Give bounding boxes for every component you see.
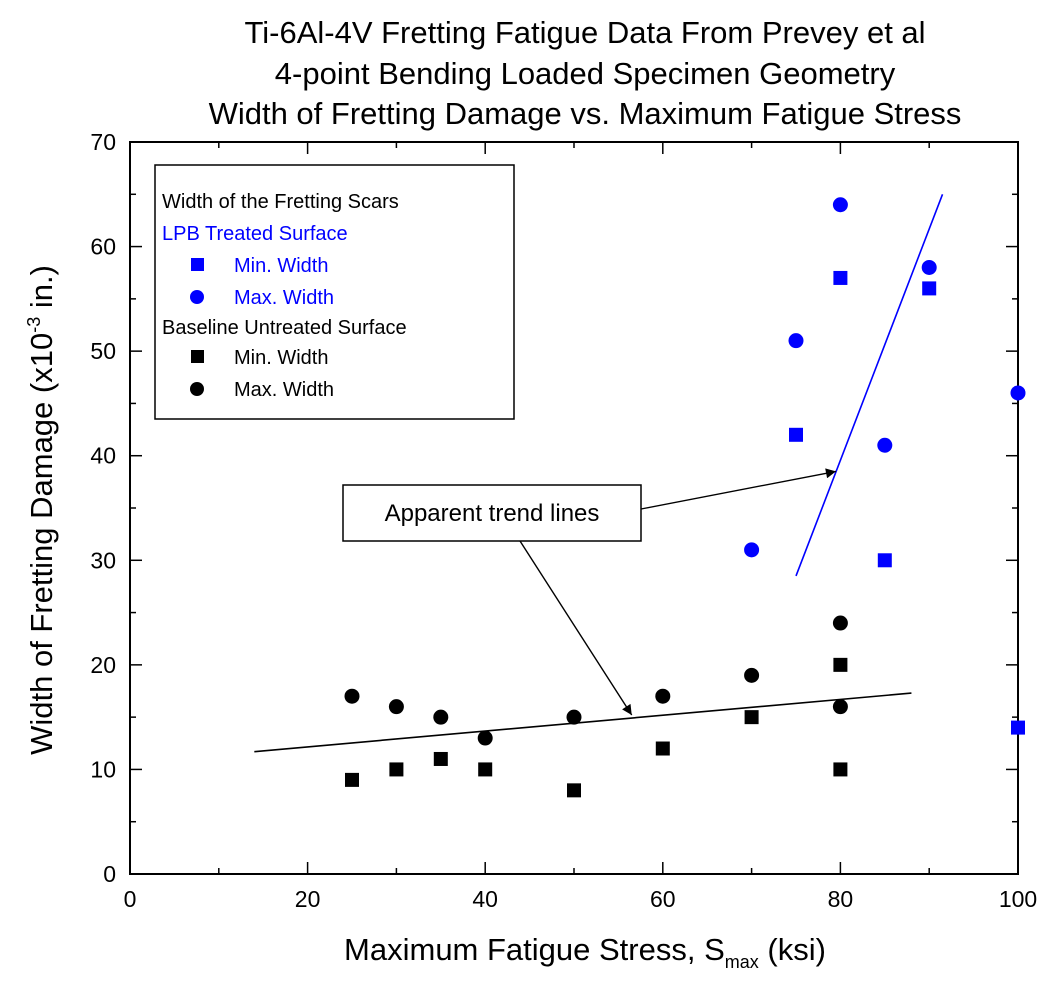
data-point-circle [344,688,360,704]
x-tick-label: 0 [124,886,137,912]
y-tick-label: 0 [103,861,116,887]
chart-title-line-3: Width of Fretting Damage vs. Maximum Fat… [209,96,962,131]
y-axis-label: Width of Fretting Damage (x10-3 in.) [24,265,59,755]
axis-tick-labels: 0 20 40 60 80 100 0 10 20 30 40 50 60 70 [90,129,1037,912]
legend: Width of the Fretting Scars LPB Treated … [154,164,515,420]
data-point-circle [566,709,582,725]
x-axis-label: Maximum Fatigue Stress, Smax (ksi) [344,932,826,972]
data-point-circle [477,730,493,746]
chart-title-line-2: 4-point Bending Loaded Specimen Geometry [275,56,896,91]
data-point-circle [1010,385,1026,401]
trend-lines [254,193,944,753]
y-tick-label: 20 [90,652,116,678]
data-point-square [345,772,359,787]
legend-entry-lpb-max: Max. Width [234,287,334,309]
data-point-square [655,741,670,756]
y-tick-label: 60 [90,234,116,260]
legend-box [154,164,515,420]
legend-entry-baseline-min: Min. Width [234,347,328,369]
trend-line-2 [795,193,944,577]
y-tick-label: 30 [90,547,116,573]
annotation-box [342,484,642,542]
data-point-square [744,710,759,725]
y-tick-label: 40 [90,443,116,469]
data-point-circle [788,333,804,349]
trend-line-1 [254,692,912,753]
annotation-arrow [519,540,633,716]
annotation: Apparent trend lines [342,468,837,716]
x-tick-label: 80 [828,886,854,912]
data-point-square [833,270,848,285]
legend-entry-baseline-max: Max. Width [234,379,334,401]
data-point-circle [433,709,449,725]
data-point-square [567,783,581,798]
legend-marker-baseline-max [190,382,204,396]
data-point-square [789,427,803,442]
data-point-circle [744,542,760,558]
legend-header: Width of the Fretting Scars [162,191,399,213]
annotation-text: Apparent trend lines [385,500,600,527]
data-point-square [833,657,848,672]
data-point-circle [655,688,671,704]
annotation-arrows [519,468,837,716]
data-point-circle [921,259,937,275]
data-point-circle [877,437,893,453]
data-points [344,197,1026,798]
data-point-circle [744,667,760,683]
y-tick-label: 10 [90,756,116,782]
chart-title-line-1: Ti-6Al-4V Fretting Fatigue Data From Pre… [244,15,925,50]
data-point-square [877,553,892,568]
x-tick-label: 20 [295,886,321,912]
data-point-square [833,762,848,777]
y-tick-label: 50 [90,338,116,364]
legend-marker-lpb-max [190,290,204,304]
data-point-square [478,762,493,777]
data-point-circle [832,699,848,715]
legend-entry-lpb-min: Min. Width [234,255,328,277]
axis-ticks [129,141,1019,875]
x-tick-label: 100 [999,886,1037,912]
data-point-square [389,762,404,777]
data-point-square [922,281,937,296]
legend-group-baseline: Baseline Untreated Surface [162,317,407,339]
data-point-square [433,751,448,766]
y-tick-label: 70 [90,129,116,155]
legend-group-lpb: LPB Treated Surface [162,223,348,245]
data-point-circle [388,699,404,715]
data-point-square [1011,720,1025,735]
data-point-circle [832,197,848,213]
x-tick-label: 60 [650,886,676,912]
annotation-arrow [640,468,837,510]
legend-marker-lpb-min [191,258,204,271]
data-point-circle [832,615,848,631]
x-tick-label: 40 [472,886,498,912]
legend-marker-baseline-min [191,350,204,363]
